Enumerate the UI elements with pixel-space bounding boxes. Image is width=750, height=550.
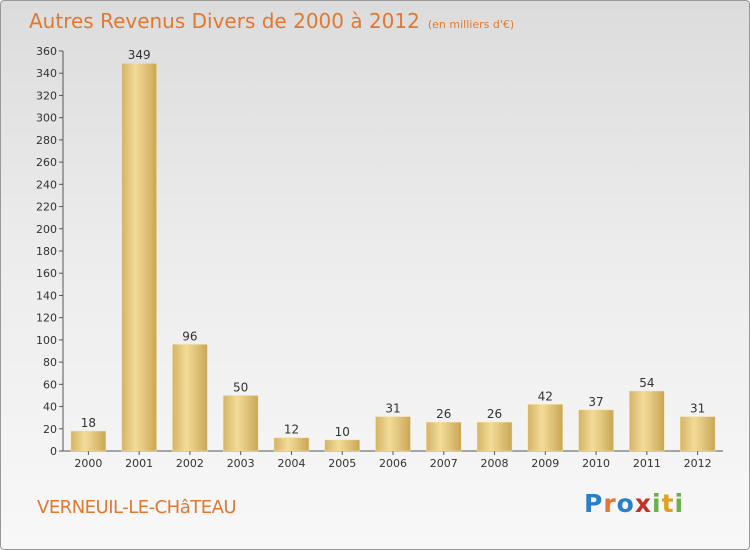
y-tick-label: 60 <box>43 378 57 391</box>
bar-value-label: 26 <box>487 407 502 421</box>
x-tick-label: 2010 <box>582 457 610 470</box>
y-tick-label: 140 <box>36 289 57 302</box>
y-tick-label: 180 <box>36 245 57 258</box>
y-tick-label: 260 <box>36 156 57 169</box>
logo-letter: i <box>675 489 685 518</box>
bar <box>579 410 614 451</box>
bar-value-label: 31 <box>690 402 705 416</box>
bar <box>680 417 715 451</box>
y-tick-label: 240 <box>36 178 57 191</box>
x-tick-label: 2000 <box>74 457 102 470</box>
x-tick-label: 2001 <box>125 457 153 470</box>
x-tick-label: 2012 <box>684 457 712 470</box>
x-tick-label: 2007 <box>430 457 458 470</box>
y-tick-label: 220 <box>36 201 57 214</box>
bar-value-label: 37 <box>588 395 603 409</box>
bar-value-label: 10 <box>335 425 350 439</box>
y-tick-label: 360 <box>36 45 57 58</box>
y-tick-label: 0 <box>50 445 57 458</box>
x-tick-label: 2008 <box>481 457 509 470</box>
x-tick-label: 2009 <box>531 457 559 470</box>
bar-chart: 0 20 40 60 80 100 120 140 160 180 200 220 240 260 280 3… <box>1 1 750 481</box>
bar-value-label: 96 <box>182 329 197 343</box>
bar <box>172 344 207 451</box>
x-tick-label: 2002 <box>176 457 204 470</box>
x-tick-label: 2004 <box>277 457 305 470</box>
bar <box>528 404 563 451</box>
bar-value-label: 18 <box>81 416 96 430</box>
bar <box>477 422 512 451</box>
x-tick-label: 2011 <box>633 457 661 470</box>
logo-letter: t <box>662 489 675 518</box>
bar <box>376 417 411 451</box>
logo-letter: P <box>584 489 603 518</box>
bar <box>122 63 157 451</box>
y-tick-label: 340 <box>36 67 57 80</box>
y-tick-label: 280 <box>36 134 57 147</box>
x-tick-label: 2005 <box>328 457 356 470</box>
bar-value-label: 42 <box>538 389 553 403</box>
bar-value-label: 12 <box>284 423 299 437</box>
x-tick-label: 2003 <box>227 457 255 470</box>
bar-value-label: 26 <box>436 407 451 421</box>
logo-letter: o <box>617 489 635 518</box>
bar-value-label: 54 <box>639 376 654 390</box>
commune-name: VERNEUIL-LE-CHâTEAU <box>37 497 236 518</box>
y-tick-label: 80 <box>43 356 57 369</box>
proxiti-logo: Proxiti <box>584 489 684 518</box>
y-tick-label: 160 <box>36 267 57 280</box>
bar <box>629 391 664 451</box>
bar-value-label: 349 <box>128 48 151 62</box>
y-tick-label: 320 <box>36 89 57 102</box>
bar <box>223 395 258 451</box>
bar <box>325 440 360 451</box>
y-tick-label: 20 <box>43 423 57 436</box>
bar <box>71 431 106 451</box>
y-tick-label: 120 <box>36 312 57 325</box>
x-tick-label: 2006 <box>379 457 407 470</box>
logo-letter: r <box>603 489 616 518</box>
bar-value-label: 50 <box>233 380 248 394</box>
bar <box>274 438 309 451</box>
y-tick-label: 40 <box>43 401 57 414</box>
y-tick-label: 200 <box>36 223 57 236</box>
bar-value-label: 31 <box>385 402 400 416</box>
y-tick-label: 100 <box>36 334 57 347</box>
logo-letter: i <box>652 489 662 518</box>
logo-letter: x <box>635 489 652 518</box>
bar <box>426 422 461 451</box>
y-tick-label: 300 <box>36 112 57 125</box>
